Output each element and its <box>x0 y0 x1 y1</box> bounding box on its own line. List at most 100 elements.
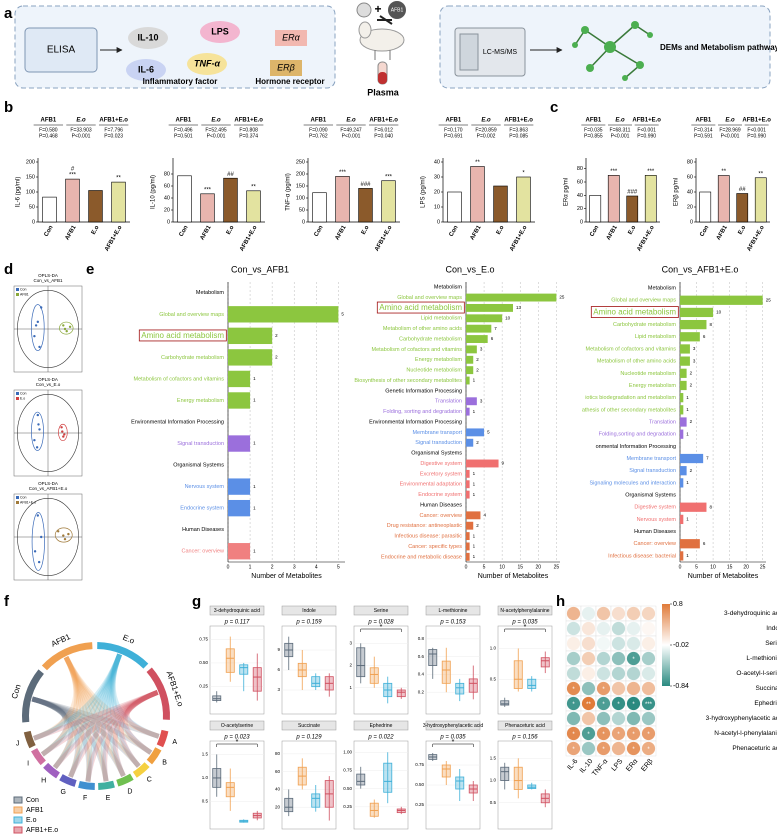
row-label: Ephedrine <box>754 700 777 707</box>
y-tick-label: 0.50 <box>343 786 352 791</box>
bar <box>466 345 477 354</box>
plot-frame <box>497 625 553 715</box>
x-tick-label: 5 <box>337 564 340 570</box>
y-tick-label: 20 <box>164 207 170 213</box>
value-label: 1 <box>253 548 256 553</box>
y-tick-label: 40 <box>434 159 440 165</box>
chart-title: Con_vs_AFB1+E.o <box>662 264 739 274</box>
title-strip <box>209 605 265 616</box>
title-strip <box>281 720 337 731</box>
x-tick-label: 20 <box>743 564 749 570</box>
cell-dot <box>641 726 656 741</box>
stat-p: P=0.762 <box>309 133 328 139</box>
value-label: 2 <box>275 333 278 338</box>
cell-dot <box>566 636 581 651</box>
box <box>513 766 523 790</box>
letter-arc <box>43 762 60 779</box>
bar <box>466 459 499 468</box>
legend-swatch <box>13 796 23 804</box>
cell-dot <box>596 726 611 741</box>
chord <box>63 656 141 768</box>
chord <box>85 690 159 782</box>
bar <box>589 195 602 223</box>
star: * <box>632 657 635 663</box>
chord <box>31 696 70 757</box>
cell-dot <box>566 606 581 621</box>
panel-label: e <box>86 261 94 278</box>
bar <box>466 469 470 478</box>
row-label: Serine <box>765 640 777 647</box>
bar <box>466 303 513 312</box>
x-label: Number of Metabolites <box>251 573 322 580</box>
chord <box>33 690 159 741</box>
y-tick-label: 0.4 <box>418 672 425 677</box>
bar <box>680 319 707 330</box>
cell-dot <box>596 636 611 651</box>
star: * <box>602 687 605 693</box>
category-label: Nucleotide metabolism <box>406 368 462 374</box>
bar <box>644 175 657 223</box>
chord <box>31 696 109 782</box>
y-tick-label: 250 <box>296 159 305 165</box>
value-label: 3 <box>693 358 696 363</box>
point <box>62 324 65 327</box>
category-label: athesis of other secondary metabolites <box>582 407 676 413</box>
highlight-box <box>376 301 465 314</box>
category-label: Carbohydrate metabolism <box>613 322 676 328</box>
category-label: Metabolism of cofactors and vitamins <box>372 347 463 353</box>
y-tick-label: 1.0 <box>490 646 497 651</box>
star: * <box>632 732 635 738</box>
value-label: 1 <box>473 481 476 486</box>
bar <box>466 521 474 530</box>
value-label: 9 <box>502 461 505 466</box>
panel-a: ELISA IL-10 LPS IL-6 TNF-α ERα ERβ Infla… <box>14 1 777 97</box>
letter-label: E <box>106 795 111 802</box>
letter-arc <box>146 747 162 765</box>
bar <box>680 502 707 512</box>
value-label: 1 <box>473 554 476 559</box>
blob <box>128 27 168 49</box>
legend-swatch <box>13 816 23 824</box>
significance: ## <box>739 187 746 193</box>
category-label: Signal transduction <box>415 440 462 446</box>
x-tick-label: E.o <box>737 225 747 236</box>
point <box>36 514 39 517</box>
value-label: 8 <box>709 504 712 509</box>
value-label: 2 <box>476 440 479 445</box>
receptor: ERα <box>282 32 301 42</box>
box <box>356 647 366 678</box>
legend-swatch <box>16 496 19 499</box>
stat-p: P=0.501 <box>174 133 193 139</box>
cytokine: IL-10 <box>137 32 158 42</box>
category-label: Metabolism of cofactors and vitamins <box>134 376 225 382</box>
stat-factor: AFB1+E.o <box>234 118 263 124</box>
value-label: 7 <box>494 326 497 331</box>
y-tick-label: 0.2 <box>418 689 425 694</box>
bar <box>717 175 730 223</box>
x-tick-label: 25 <box>554 564 560 570</box>
chart-title: 3-dehydroquinic acid <box>214 608 260 614</box>
star: * <box>572 732 575 738</box>
blob <box>126 59 166 81</box>
y-tick-label: 0 <box>32 219 35 225</box>
y-label: LPS (pg/ml) <box>421 176 427 208</box>
cell-dot <box>626 741 641 756</box>
x-tick-label: 0 <box>679 564 682 570</box>
group-arc <box>97 642 149 669</box>
significance: ** <box>116 176 121 182</box>
panel-label: f <box>4 593 10 610</box>
instrument: LC-MS/MS <box>483 49 518 56</box>
cell-dot <box>581 636 596 651</box>
group-label: Organismal Systems <box>411 451 462 457</box>
chart-title: N-acetylphenylalanine <box>500 608 549 614</box>
x-tick-label: AFB1 <box>716 224 729 241</box>
bar <box>111 181 126 223</box>
chord <box>31 696 74 770</box>
category-label: Signaling molecules and interaction <box>589 480 676 486</box>
value-label: 25 <box>559 295 565 300</box>
p-value: p = 0.035 <box>511 620 538 626</box>
cell-dot <box>581 741 596 756</box>
bar <box>680 551 684 561</box>
x-tick-label: AFB1 <box>606 224 619 241</box>
significance: ** <box>758 171 763 177</box>
